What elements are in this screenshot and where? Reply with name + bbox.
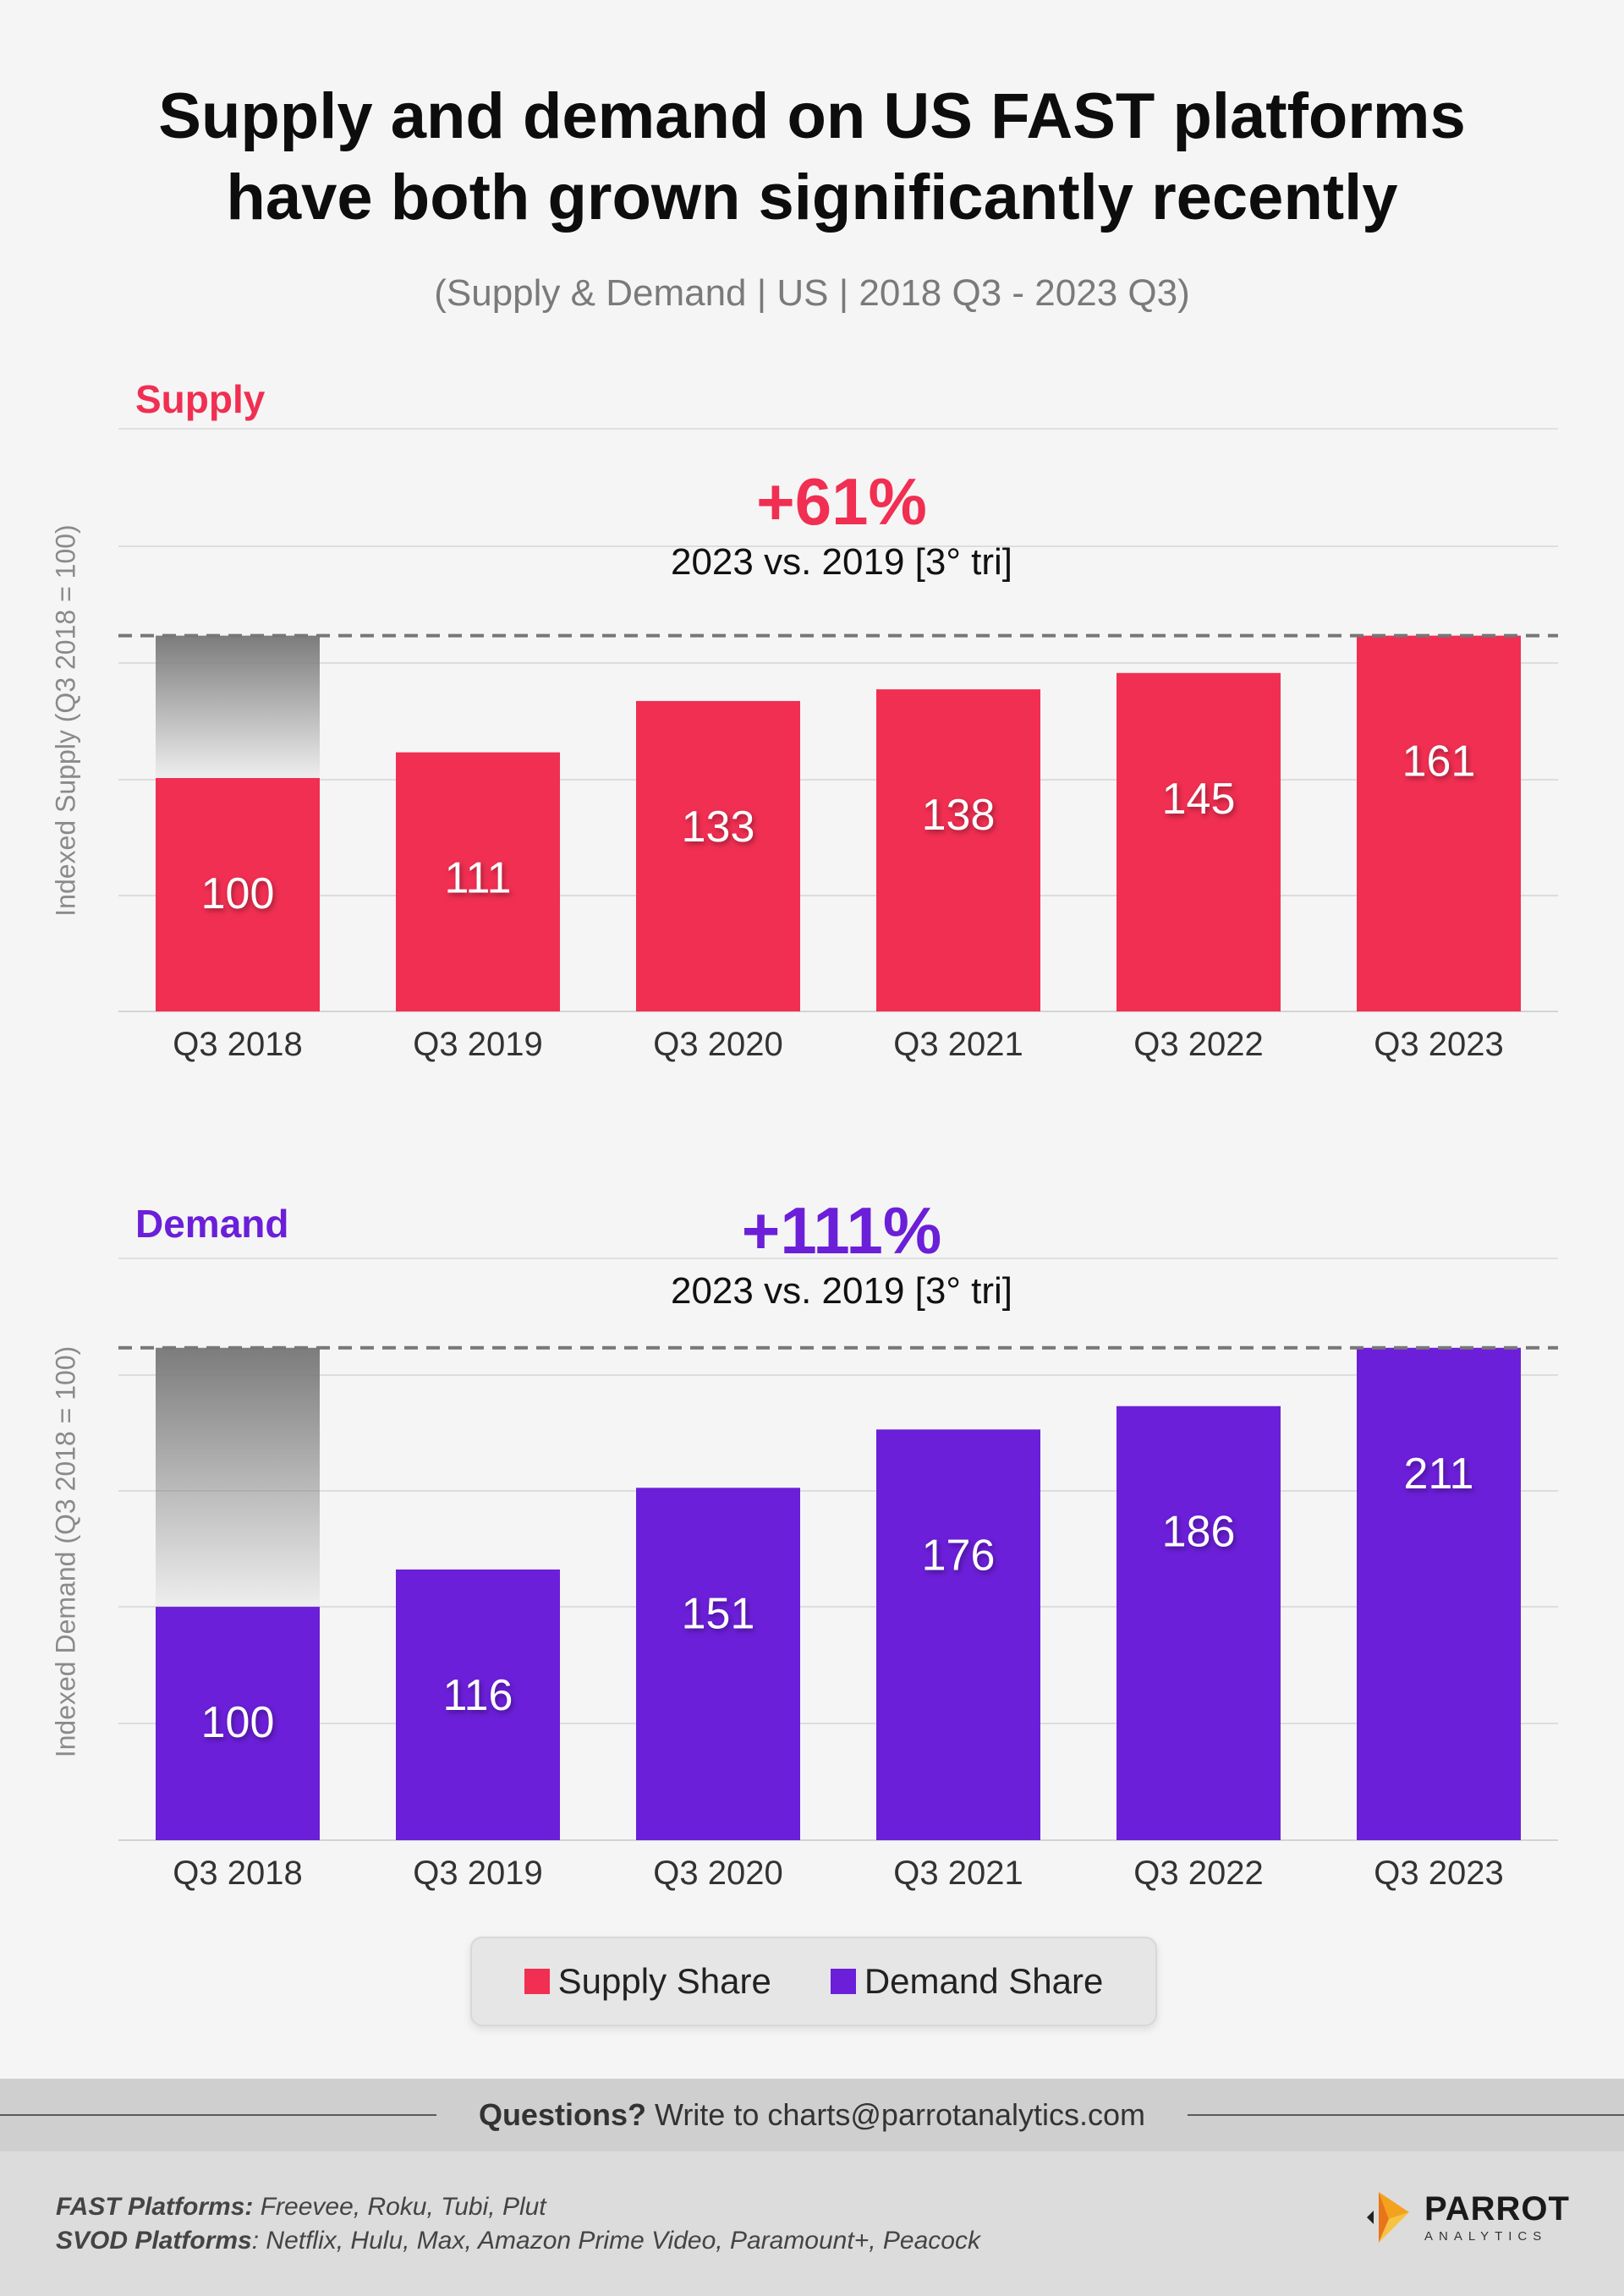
demand-tick-label: Q3 2020 [653,1855,782,1892]
supply-chart: 100 Q3 2018 111 Q3 2019 133 Q3 2020 138 Q3 2021… [118,545,1558,1063]
demand-panel-rule [118,1258,1558,1259]
supply-panel-rule [118,428,1558,430]
demand-tick-label: Q3 2019 [413,1855,542,1892]
demand-value-label: 100 [201,1698,275,1747]
fast-platforms-list: Freevee, Roku, Tubi, Plut [260,2193,546,2221]
questions-contact[interactable]: Write to charts@parrotanalytics.com [654,2097,1146,2132]
supply-tick-label: Q3 2022 [1133,1026,1263,1063]
supply-bar [396,752,560,1011]
supply-value-label: 100 [201,869,275,918]
demand-bar [636,1488,800,1840]
demand-tick-label: Q3 2023 [1374,1855,1503,1892]
supply-bar [1357,635,1521,1011]
supply-tick-label: Q3 2021 [893,1026,1023,1063]
demand-panel-label: Demand [135,1202,289,1246]
demand-headline-sub: 2023 vs. 2019 [3° tri] [670,1270,1013,1312]
logo-sub: ANALYTICS [1424,2228,1548,2244]
logo-name: PARROT [1424,2189,1570,2228]
demand-tick-label: Q3 2022 [1133,1855,1263,1892]
supply-tick-label: Q3 2023 [1374,1026,1503,1063]
demand-bar [396,1569,560,1840]
legend-supply-label: Supply Share [557,1961,771,2001]
demand-bar [1116,1406,1281,1840]
footer-bottom [0,2151,1624,2296]
demand-swatch-icon [830,1969,856,1994]
demand-gap-indicator [156,1347,320,1608]
supply-tick-label: Q3 2019 [413,1026,542,1063]
supply-bar [636,700,800,1011]
chart-legend: Supply Share Demand Share [470,1937,1157,2026]
demand-tick-label: Q3 2018 [173,1855,302,1892]
demand-headline: +111% [741,1193,942,1268]
supply-bar [876,689,1040,1011]
supply-bar [1116,672,1281,1011]
supply-value-label: 145 [1162,775,1236,824]
demand-value-label: 151 [682,1589,755,1638]
supply-panel-label: Supply [135,377,266,421]
demand-value-label: 186 [1162,1508,1236,1557]
demand-value-label: 116 [443,1671,513,1720]
supply-bar [156,778,320,1011]
legend-item-supply: Supply Share [524,1961,771,2002]
demand-bar [876,1429,1040,1840]
title-line-1: Supply and demand on US FAST platforms [158,80,1466,152]
demand-value-label: 211 [1404,1449,1474,1499]
questions-bold: Questions? [478,2097,646,2132]
demand-value-label: 176 [922,1531,996,1580]
footer-rule-left [0,2114,436,2116]
footer-band [0,2079,1624,2151]
parrot-logo: PARROT ANALYTICS [1363,2187,1570,2248]
footer-rule-right [1188,2114,1624,2116]
legend-item-demand: Demand Share [830,1961,1104,2002]
legend-demand-label: Demand Share [864,1961,1104,2001]
platforms-notes: FAST Platforms: Freevee, Roku, Tubi, Plu… [56,2190,980,2258]
supply-tick-label: Q3 2020 [653,1026,782,1063]
svod-platforms-label: SVOD Platforms [56,2227,252,2255]
supply-headline: +61% [756,464,927,539]
fast-platforms-line: FAST Platforms: Freevee, Roku, Tubi, Plu… [56,2190,980,2224]
demand-tick-label: Q3 2021 [893,1855,1023,1892]
supply-gap-indicator [156,635,320,778]
supply-value-label: 111 [444,854,511,903]
fast-platforms-label: FAST Platforms: [56,2193,254,2221]
supply-value-label: 133 [682,803,755,852]
demand-bar [1357,1347,1521,1840]
supply-tick-label: Q3 2018 [173,1026,302,1063]
questions-line: Questions? Write to charts@parrotanalyti… [0,2079,1624,2151]
supply-value-label: 161 [1402,737,1476,786]
title-line-2: have both grown significantly recently [226,162,1398,233]
demand-chart: 100 Q3 2018 116 Q3 2019 151 Q3 2020 176 Q3 2021… [118,1345,1558,1892]
chart-title: Supply and demand on US FAST platforms h… [0,76,1624,238]
demand-bar [156,1607,320,1840]
chart-subtitle: (Supply & Demand | US | 2018 Q3 - 2023 Q… [434,272,1190,314]
svod-platforms-line: SVOD Platforms: Netflix, Hulu, Max, Amaz… [56,2224,980,2258]
svod-platforms-list: : Netflix, Hulu, Max, Amazon Prime Video… [251,2227,980,2255]
parrot-logo-icon [1367,2192,1409,2243]
supply-headline-sub: 2023 vs. 2019 [3° tri] [670,541,1013,583]
supply-swatch-icon [524,1969,550,1994]
supply-value-label: 138 [922,791,996,840]
